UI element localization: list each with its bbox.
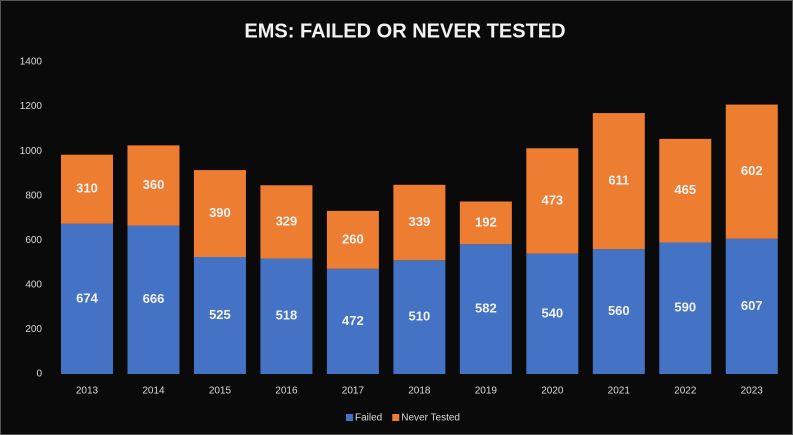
bar-segment <box>526 253 579 374</box>
data-label: 611 <box>608 173 629 188</box>
bar-segment <box>459 244 512 374</box>
bar-segment <box>326 210 379 269</box>
data-label: 310 <box>76 181 98 196</box>
x-tick-label: 2023 <box>741 386 764 397</box>
y-tick-label: 200 <box>25 324 42 335</box>
bar-segment <box>592 249 645 374</box>
x-tick-label: 2013 <box>76 386 99 397</box>
y-tick-label: 1200 <box>20 101 43 112</box>
x-tick-label: 2022 <box>674 386 697 397</box>
x-tick-label: 2019 <box>475 386 498 397</box>
chart-title: EMS: FAILED OR NEVER TESTED <box>244 20 565 42</box>
data-label: 260 <box>342 231 364 246</box>
bar-segment <box>459 201 512 245</box>
x-tick-label: 2014 <box>142 386 165 397</box>
x-tick-label: 2020 <box>541 386 564 397</box>
data-label: 390 <box>209 205 231 220</box>
x-tick-label: 2018 <box>408 386 431 397</box>
bar-segment <box>260 258 313 374</box>
bar-segment <box>526 148 579 254</box>
data-label: 473 <box>541 192 563 207</box>
bar-segment <box>60 223 113 374</box>
legend-swatch <box>392 414 400 421</box>
data-label: 582 <box>475 301 497 316</box>
y-tick-label: 1400 <box>20 57 43 68</box>
data-label: 674 <box>76 290 98 305</box>
bar-segment <box>127 225 180 374</box>
x-tick-label: 2016 <box>275 386 298 397</box>
data-label: 518 <box>276 308 298 323</box>
data-label: 472 <box>342 313 364 328</box>
data-label: 602 <box>741 163 763 178</box>
y-tick-label: 600 <box>25 235 42 246</box>
y-tick-label: 1000 <box>20 146 43 157</box>
bar-segment <box>659 242 712 374</box>
data-label: 360 <box>143 177 165 192</box>
y-tick-label: 400 <box>25 279 42 290</box>
bar-segment <box>592 113 645 250</box>
data-label: 192 <box>475 214 497 229</box>
bar-segment <box>127 145 180 226</box>
bar-segment <box>326 268 379 374</box>
bar-segment <box>193 257 246 374</box>
data-label: 560 <box>608 303 630 318</box>
bar-segment <box>393 184 446 261</box>
bar-segment <box>659 138 712 243</box>
x-tick-label: 2021 <box>608 386 631 397</box>
data-label: 540 <box>541 305 563 320</box>
bar-segment <box>393 260 446 374</box>
x-tick-label: 2017 <box>342 386 365 397</box>
data-label: 510 <box>409 309 431 324</box>
bar-segment <box>260 185 313 259</box>
data-label: 465 <box>674 182 696 197</box>
legend-swatch <box>346 414 353 421</box>
data-label: 329 <box>276 213 298 228</box>
data-label: 525 <box>209 307 231 322</box>
legend-label: Never Tested <box>401 413 460 424</box>
x-tick-label: 2015 <box>209 386 232 397</box>
bar-segment <box>193 170 246 257</box>
bar-segment <box>725 104 778 239</box>
legend-label: Failed <box>355 413 382 424</box>
data-label: 666 <box>143 291 165 306</box>
data-label: 590 <box>674 300 696 315</box>
data-label: 339 <box>409 214 431 229</box>
y-tick-label: 800 <box>25 190 42 201</box>
bar-segment <box>725 238 778 374</box>
y-tick-label: 0 <box>36 369 42 380</box>
bar-segment <box>60 154 113 224</box>
data-label: 607 <box>741 298 763 313</box>
